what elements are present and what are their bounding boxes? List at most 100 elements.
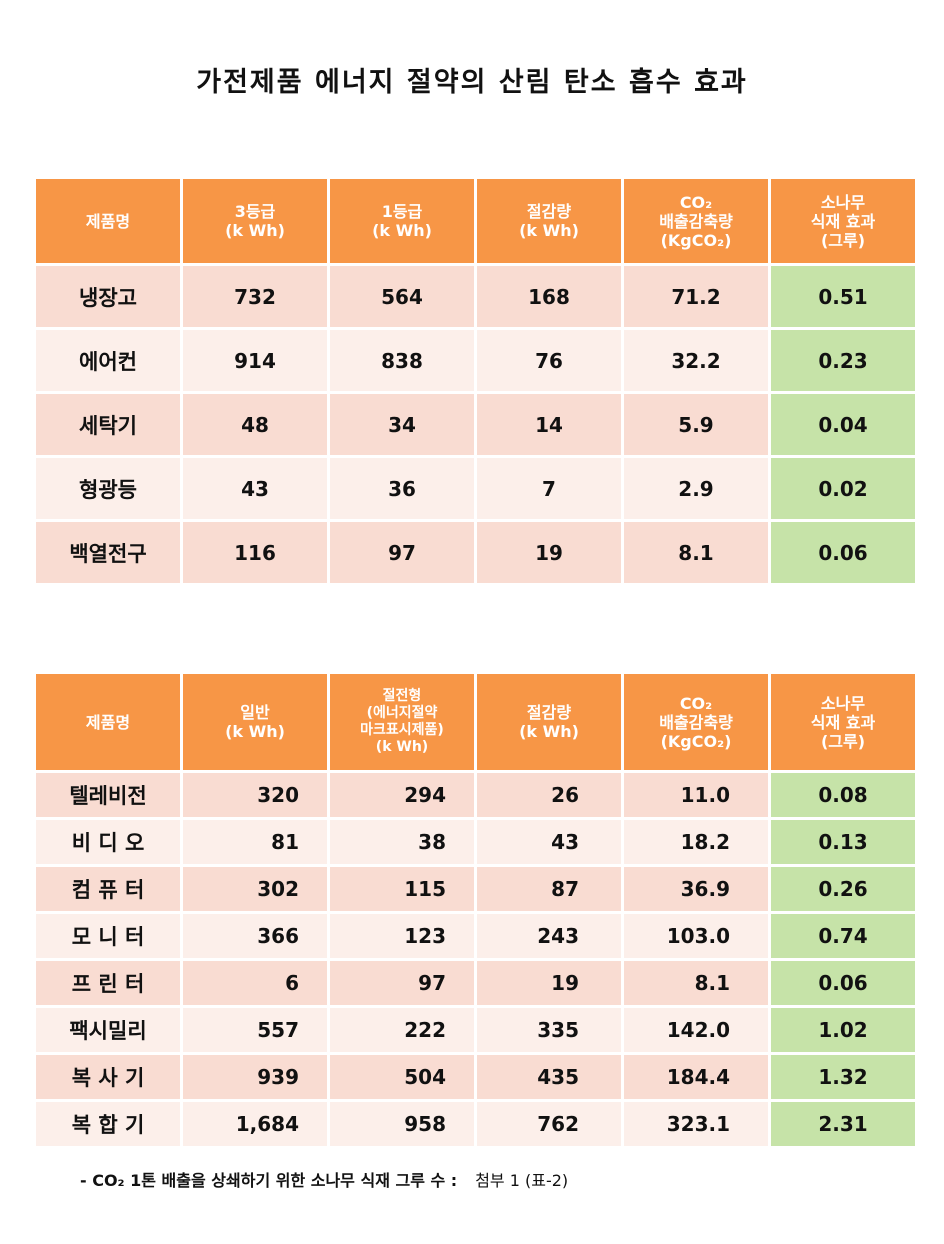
header-line: 1등급: [381, 202, 423, 221]
value-cell: 294: [330, 773, 474, 817]
column-header: 일반 (k Wh): [183, 674, 327, 770]
header-line: CO₂: [679, 192, 713, 212]
value-cell: 81: [183, 820, 327, 864]
value-cell: 435: [477, 1055, 621, 1099]
header-line: 식재 효과: [810, 211, 876, 231]
header-line: 제품명: [85, 211, 131, 231]
product-name-cell: 컴 퓨 터: [36, 867, 180, 911]
value-cell: 103.0: [624, 914, 768, 958]
header-line: 절감량: [526, 703, 572, 722]
value-cell: 19: [477, 961, 621, 1005]
product-name-cell: 에어컨: [36, 330, 180, 391]
value-cell: 36: [330, 458, 474, 519]
table-header-row: 제품명 3등급 (k Wh) 1등급 (k Wh) 절감량 (k Wh) CO₂ 배출감축량 (K…: [36, 179, 915, 263]
energy-table-1: 제품명 3등급 (k Wh) 1등급 (k Wh) 절감량 (k Wh) CO₂ 배출감축량 (K…: [33, 176, 918, 586]
value-cell: 762: [477, 1102, 621, 1146]
header-line: (k Wh): [519, 221, 579, 240]
header-line: (에너지절약: [366, 705, 438, 721]
value-cell: 2.9: [624, 458, 768, 519]
table-row: 프 린 터 6 97 19 8.1 0.06: [36, 961, 915, 1005]
product-name-cell: 프 린 터: [36, 961, 180, 1005]
pine-tree-effect-cell: 2.31: [771, 1102, 915, 1146]
header-line: 절감량: [526, 202, 572, 221]
table-row: 모 니 터 366 123 243 103.0 0.74: [36, 914, 915, 958]
footnote: - CO₂ 1톤 배출을 상쇄하기 위한 소나무 식재 그루 수 : 첨부 1 (…: [80, 1167, 568, 1191]
product-name-cell: 복 사 기: [36, 1055, 180, 1099]
header-line: 배출감축량: [659, 712, 733, 732]
table-row: 비 디 오 81 38 43 18.2 0.13: [36, 820, 915, 864]
product-name-cell: 복 합 기: [36, 1102, 180, 1146]
header-line: 제품명: [85, 712, 131, 732]
value-cell: 19: [477, 522, 621, 583]
column-header: CO₂ 배출감축량 (KgCO₂): [624, 179, 768, 263]
product-name-cell: 세탁기: [36, 394, 180, 455]
table-row: 에어컨 914 838 76 32.2 0.23: [36, 330, 915, 391]
table-row: 형광등 43 36 7 2.9 0.02: [36, 458, 915, 519]
value-cell: 958: [330, 1102, 474, 1146]
value-cell: 43: [183, 458, 327, 519]
value-cell: 302: [183, 867, 327, 911]
header-line: 배출감축량: [659, 211, 733, 231]
value-cell: 557: [183, 1008, 327, 1052]
column-header: 제품명: [36, 674, 180, 770]
column-header: 절감량 (k Wh): [477, 674, 621, 770]
energy-table-2: 제품명 일반 (k Wh) 절전형 (에너지절약 마크표시제품) (k Wh) 절감량 (k W…: [33, 671, 918, 1149]
value-cell: 243: [477, 914, 621, 958]
pine-tree-effect-cell: 0.23: [771, 330, 915, 391]
pine-tree-effect-cell: 0.06: [771, 522, 915, 583]
value-cell: 97: [330, 961, 474, 1005]
value-cell: 32.2: [624, 330, 768, 391]
table-row: 복 사 기 939 504 435 184.4 1.32: [36, 1055, 915, 1099]
header-line: CO₂: [679, 693, 713, 713]
pine-tree-effect-cell: 0.26: [771, 867, 915, 911]
header-line: 3등급: [234, 202, 276, 221]
value-cell: 18.2: [624, 820, 768, 864]
product-name-cell: 비 디 오: [36, 820, 180, 864]
value-cell: 5.9: [624, 394, 768, 455]
header-line: (k Wh): [519, 722, 579, 741]
footnote-text: - CO₂ 1톤 배출을 상쇄하기 위한 소나무 식재 그루 수 :: [80, 1171, 458, 1190]
page-title: 가전제품 에너지 절약의 산림 탄소 흡수 효과: [196, 67, 748, 98]
column-header: 소나무 식재 효과 (그루): [771, 674, 915, 770]
value-cell: 26: [477, 773, 621, 817]
value-cell: 323.1: [624, 1102, 768, 1146]
value-cell: 564: [330, 266, 474, 327]
value-cell: 732: [183, 266, 327, 327]
header-line: (k Wh): [225, 221, 285, 240]
table-row: 냉장고 732 564 168 71.2 0.51: [36, 266, 915, 327]
value-cell: 142.0: [624, 1008, 768, 1052]
header-line: 소나무: [820, 192, 866, 212]
value-cell: 320: [183, 773, 327, 817]
value-cell: 14: [477, 394, 621, 455]
header-line: 식재 효과: [810, 712, 876, 732]
value-cell: 1,684: [183, 1102, 327, 1146]
column-header: 3등급 (k Wh): [183, 179, 327, 263]
value-cell: 504: [330, 1055, 474, 1099]
pine-tree-effect-cell: 0.51: [771, 266, 915, 327]
value-cell: 6: [183, 961, 327, 1005]
value-cell: 335: [477, 1008, 621, 1052]
value-cell: 34: [330, 394, 474, 455]
value-cell: 38: [330, 820, 474, 864]
footnote-reference: 첨부 1 (표-2): [475, 1171, 569, 1190]
pine-tree-effect-cell: 0.04: [771, 394, 915, 455]
header-line: (KgCO₂): [660, 731, 732, 751]
header-line: 일반: [240, 703, 270, 722]
product-name-cell: 백열전구: [36, 522, 180, 583]
header-line: (KgCO₂): [660, 230, 732, 250]
header-line: 마크표시제품): [360, 722, 444, 738]
value-cell: 123: [330, 914, 474, 958]
column-header: 절감량 (k Wh): [477, 179, 621, 263]
column-header: 1등급 (k Wh): [330, 179, 474, 263]
header-line: 소나무: [820, 693, 866, 713]
pine-tree-effect-cell: 0.74: [771, 914, 915, 958]
value-cell: 43: [477, 820, 621, 864]
table-row: 복 합 기 1,684 958 762 323.1 2.31: [36, 1102, 915, 1146]
pine-tree-effect-cell: 0.13: [771, 820, 915, 864]
column-header: 제품명: [36, 179, 180, 263]
product-name-cell: 형광등: [36, 458, 180, 519]
value-cell: 366: [183, 914, 327, 958]
pine-tree-effect-cell: 0.08: [771, 773, 915, 817]
value-cell: 7: [477, 458, 621, 519]
value-cell: 8.1: [624, 961, 768, 1005]
